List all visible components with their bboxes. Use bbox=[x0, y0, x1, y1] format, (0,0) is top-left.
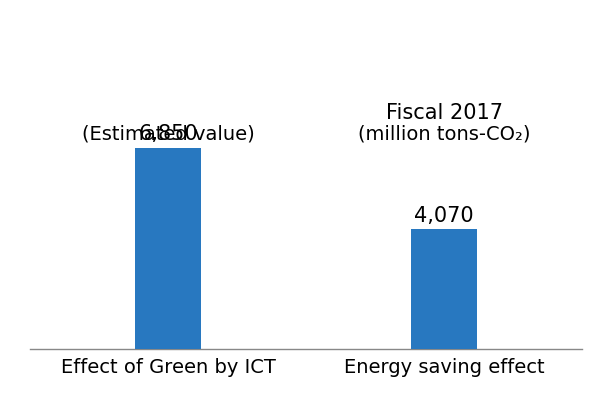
Text: (million tons-CO₂): (million tons-CO₂) bbox=[358, 103, 530, 144]
Text: 4,070: 4,070 bbox=[414, 205, 474, 225]
Bar bbox=[411, 230, 477, 349]
Text: 6,850: 6,850 bbox=[138, 123, 198, 143]
Text: Fiscal 2017: Fiscal 2017 bbox=[386, 103, 503, 123]
Bar bbox=[135, 148, 201, 349]
Text: (Estimated value): (Estimated value) bbox=[82, 102, 254, 143]
